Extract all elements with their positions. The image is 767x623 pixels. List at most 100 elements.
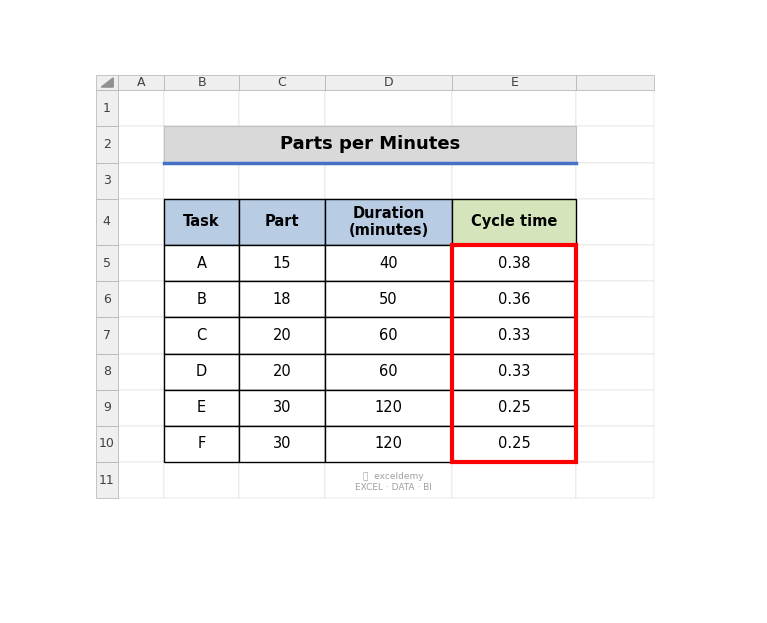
Bar [453,462,576,498]
Bar [324,353,453,390]
Bar [117,163,164,199]
Bar [117,90,164,126]
Bar [164,281,239,317]
Bar [324,163,453,199]
Bar [576,245,654,281]
Bar [453,390,576,426]
Text: Parts per Minutes: Parts per Minutes [280,135,460,153]
Bar [324,353,453,390]
Bar [576,353,654,390]
Text: 8: 8 [103,365,110,378]
Text: 3: 3 [103,174,110,187]
Text: A: A [196,255,206,270]
Text: Cycle time: Cycle time [471,214,558,229]
Bar [96,126,117,163]
Text: 6: 6 [103,293,110,306]
Bar [239,390,324,426]
Bar [324,426,453,462]
Bar [239,163,324,199]
Bar [453,317,576,353]
Text: 30: 30 [272,401,291,416]
Bar [164,462,239,498]
Text: 15: 15 [272,255,291,270]
Bar [324,426,453,462]
Bar [453,281,576,317]
Text: 60: 60 [379,364,398,379]
Bar [164,75,239,90]
Bar [239,90,324,126]
Text: 0.36: 0.36 [498,292,531,307]
Bar [117,75,164,90]
Bar [324,245,453,281]
Bar [96,317,117,353]
Text: 2: 2 [103,138,110,151]
Bar [324,126,453,163]
Bar [239,353,324,390]
Bar [324,281,453,317]
Bar [453,245,576,281]
Text: D: D [196,364,207,379]
Bar [453,199,576,245]
Bar [96,281,117,317]
Bar [453,390,576,426]
Bar [239,281,324,317]
Bar [117,199,164,245]
Bar [96,245,117,281]
Bar [117,390,164,426]
Bar [164,163,239,199]
Text: Duration
(minutes): Duration (minutes) [348,206,429,238]
Bar [239,426,324,462]
Bar [117,126,164,163]
Bar [453,353,576,390]
Bar [239,462,324,498]
Bar [239,126,324,163]
Bar [453,317,576,353]
Text: 10: 10 [99,437,114,450]
Text: 4: 4 [103,216,110,229]
Text: 11: 11 [99,473,114,487]
Text: 60: 60 [379,328,398,343]
Bar [324,281,453,317]
Bar [453,353,576,390]
Bar [239,75,324,90]
Bar [164,245,239,281]
Text: 120: 120 [374,401,403,416]
Text: 0.33: 0.33 [499,328,531,343]
Bar [96,199,117,245]
Text: 30: 30 [272,437,291,452]
Polygon shape [101,78,114,87]
Bar [453,281,576,317]
Text: 20: 20 [272,364,291,379]
Text: Part: Part [265,214,299,229]
Bar [239,199,324,245]
Text: 20: 20 [272,328,291,343]
Bar [239,281,324,317]
Text: B: B [196,292,206,307]
Text: 5: 5 [103,257,110,270]
Text: 18: 18 [272,292,291,307]
Text: 0.25: 0.25 [498,401,531,416]
Bar [164,390,239,426]
Bar [164,426,239,462]
Bar [239,317,324,353]
Bar [96,462,117,498]
Bar [164,90,239,126]
Bar [117,353,164,390]
Bar [96,90,117,126]
Text: C: C [278,76,286,89]
Text: E: E [510,76,518,89]
Bar [164,390,239,426]
Text: 1: 1 [103,102,110,115]
Bar [96,426,117,462]
Text: Ⓞ  exceldemy
EXCEL · DATA · BI: Ⓞ exceldemy EXCEL · DATA · BI [355,472,432,492]
Bar [453,75,576,90]
Text: 40: 40 [379,255,398,270]
Bar [164,199,239,245]
Bar [324,317,453,353]
Bar [96,353,117,390]
Text: Task: Task [183,214,220,229]
Bar [164,317,239,353]
Text: E: E [197,401,206,416]
Bar [164,426,239,462]
Bar [117,462,164,498]
